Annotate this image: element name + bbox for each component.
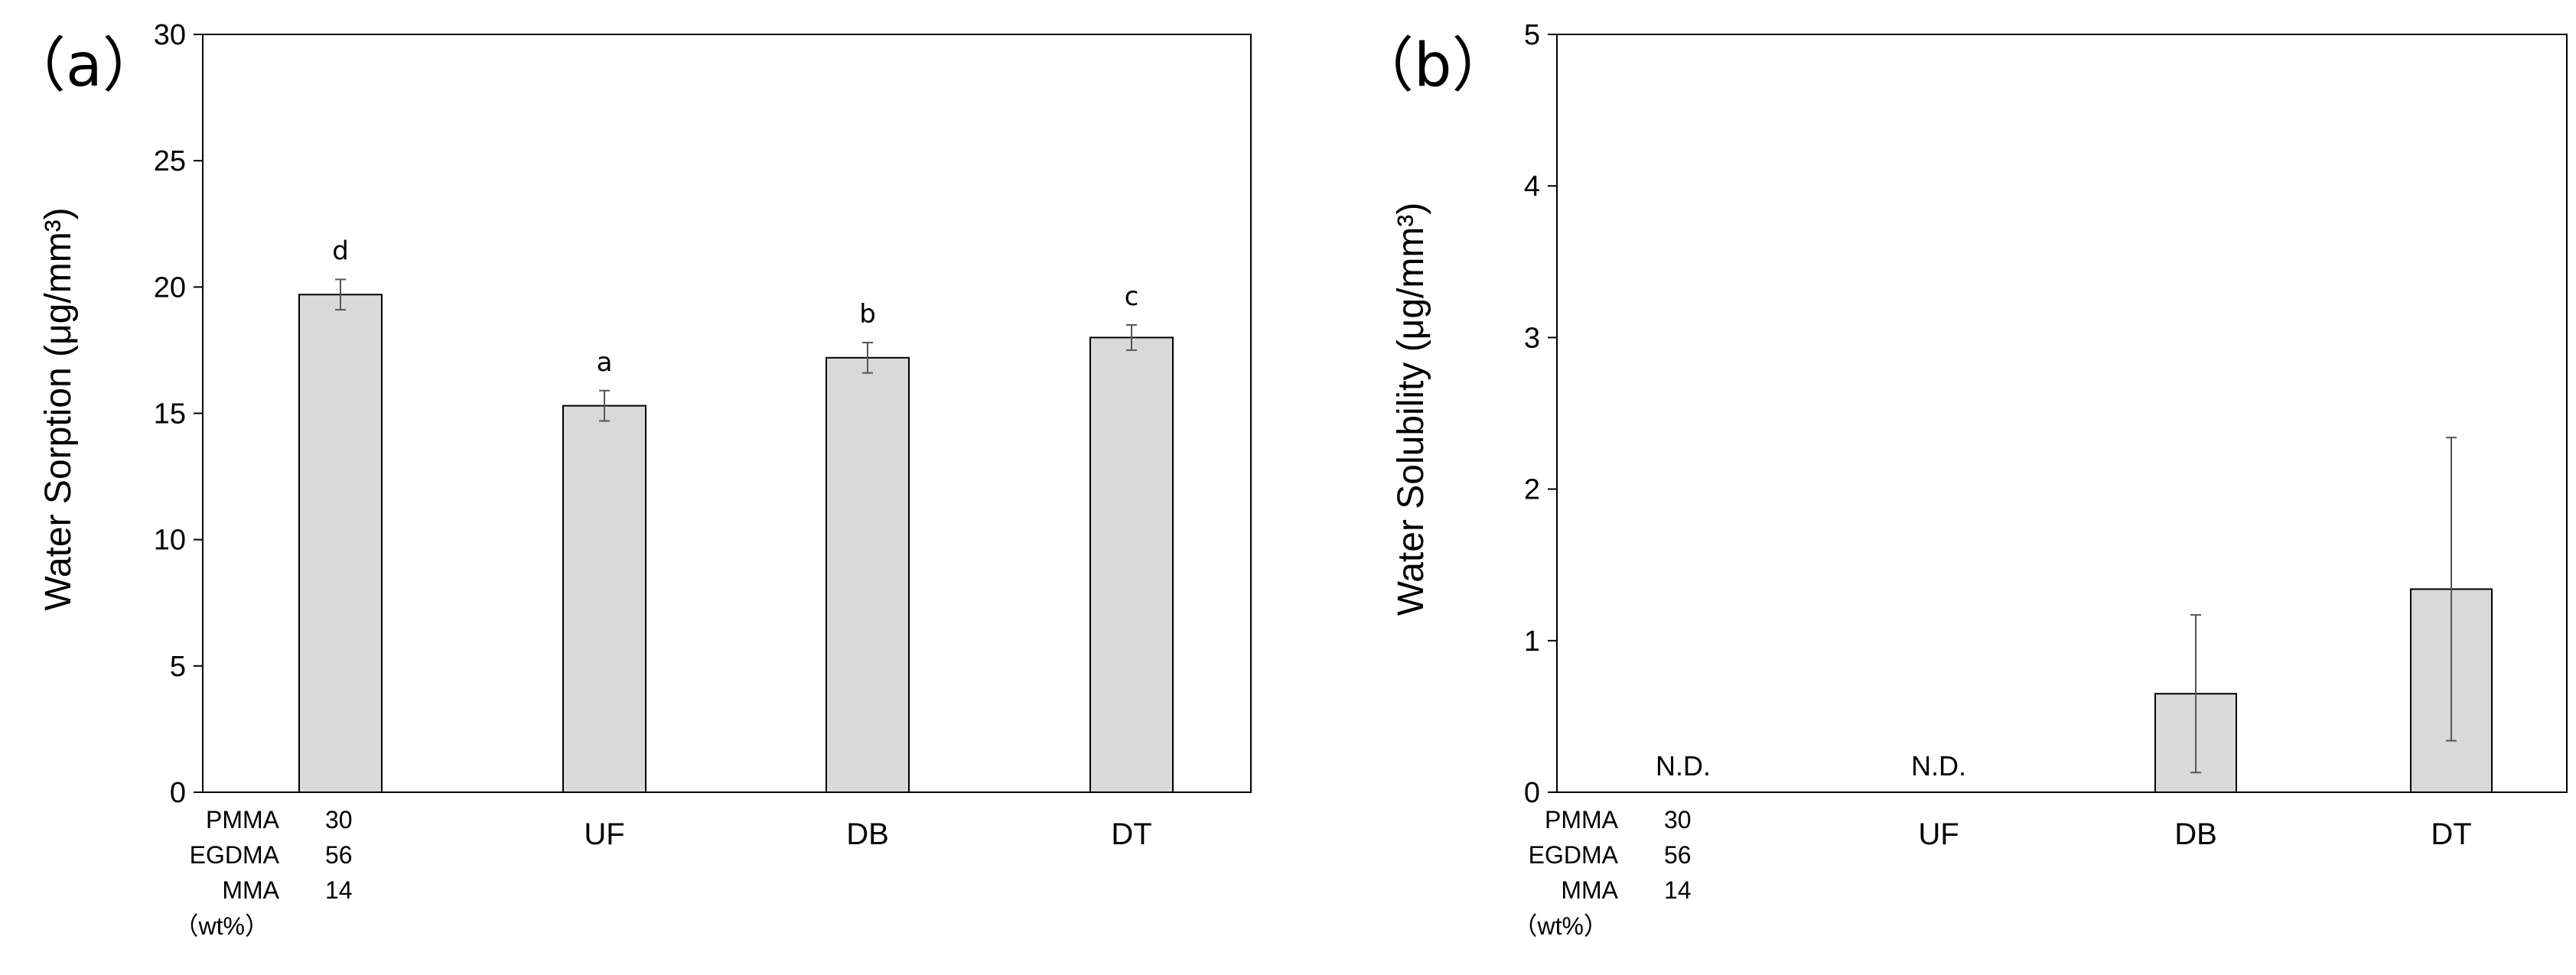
bar	[562, 405, 646, 794]
panel-b: （b） Water Solubility (μg/mm³) 0 1 2 3 4 5 N.D…	[1354, 19, 2568, 940]
composition-name: MMA	[1561, 876, 1618, 904]
significance-label: d	[332, 236, 349, 266]
y-tick-label: 20	[154, 271, 186, 304]
y-tick-label: 10	[154, 525, 186, 557]
y-tick-label: 30	[154, 19, 186, 51]
panel-a-y-axis-title: Water Sorption (μg/mm³)	[38, 207, 79, 610]
panel-a-label: （a）	[6, 31, 162, 100]
composition-value: 30	[325, 806, 353, 834]
y-tick-label: 5	[170, 651, 186, 683]
x-category-label: DT	[2431, 817, 2471, 851]
panel-a-x-labels: UF DB DT	[584, 817, 1151, 851]
panel-a-composition-table: PMMA 30 EGDMA 56 MMA 14 （wt%）	[174, 806, 353, 940]
significance-label: b	[859, 299, 876, 330]
composition-name: MMA	[222, 876, 279, 904]
bar	[826, 356, 910, 793]
panel-b-bars: N.D. N.D.	[1656, 437, 2493, 793]
composition-name: EGDMA	[1529, 841, 1619, 869]
panel-b-y-ticks: 0 1 2 3 4 5	[1524, 19, 1557, 809]
composition-unit: （wt%）	[174, 912, 269, 940]
y-tick-label: 3	[1524, 322, 1540, 354]
composition-unit: （wt%）	[1513, 912, 1608, 940]
y-tick-label: 4	[1524, 171, 1540, 203]
composition-name: EGDMA	[190, 841, 280, 869]
panel-a-y-ticks: 0 5 10 15 20 25 30	[154, 19, 203, 809]
panel-b-composition-table: PMMA 30 EGDMA 56 MMA 14 （wt%）	[1513, 806, 1692, 940]
composition-name: PMMA	[1545, 806, 1619, 834]
y-tick-label: 25	[154, 145, 186, 177]
y-tick-label: 0	[170, 777, 186, 809]
composition-value: 30	[1664, 806, 1692, 834]
panel-b-x-labels: UF DB DT	[1918, 817, 2471, 851]
panel-a-bars: d a b c	[298, 236, 1174, 794]
not-detected-label: N.D.	[1656, 750, 1711, 782]
y-tick-label: 15	[154, 398, 186, 431]
bar	[1089, 336, 1174, 793]
significance-label: a	[597, 347, 613, 378]
panel-a: （a） Water Sorption (μg/mm³) 0 5 10 15 20 25 30…	[6, 19, 1252, 940]
not-detected-label: N.D.	[1911, 750, 1966, 782]
y-tick-label: 1	[1524, 626, 1540, 658]
composition-value: 56	[325, 841, 353, 869]
x-category-label: UF	[1918, 817, 1959, 851]
composition-name: PMMA	[206, 806, 280, 834]
x-category-label: UF	[584, 817, 624, 851]
y-tick-label: 2	[1524, 474, 1540, 506]
x-category-label: DB	[2174, 817, 2217, 851]
x-category-label: DT	[1111, 817, 1151, 851]
panel-b-y-axis-title: Water Solubility (μg/mm³)	[1391, 203, 1431, 616]
composition-value: 14	[1664, 876, 1692, 904]
composition-value: 56	[1664, 841, 1692, 869]
composition-value: 14	[325, 876, 353, 904]
panel-b-plot-frame	[1556, 34, 2568, 793]
bar	[298, 294, 383, 793]
x-category-label: DB	[846, 817, 889, 851]
significance-label: c	[1125, 281, 1139, 312]
y-tick-label: 0	[1524, 777, 1540, 809]
y-tick-label: 5	[1524, 19, 1540, 51]
panel-b-label: （b）	[1354, 31, 1512, 100]
